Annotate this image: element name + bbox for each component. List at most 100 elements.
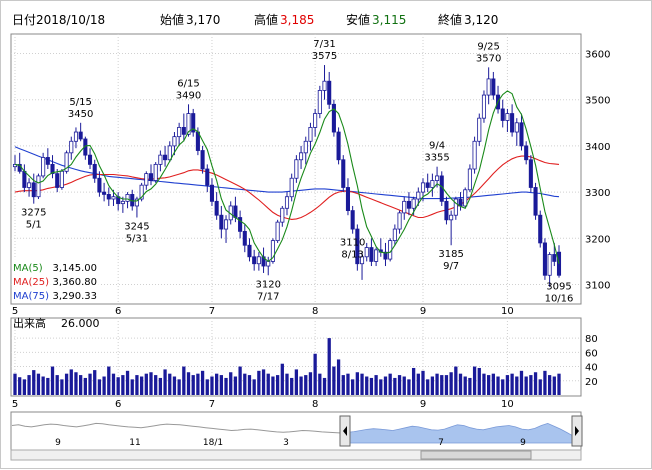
navigator-selected-area bbox=[347, 422, 581, 444]
volume-bar bbox=[533, 372, 538, 395]
volume-bar bbox=[229, 372, 233, 395]
month-tick-label: 6 bbox=[115, 399, 121, 410]
volume-bar bbox=[111, 373, 116, 395]
candle bbox=[364, 242, 369, 262]
candle-up-body bbox=[266, 261, 271, 267]
annotation-lower: 3570 bbox=[476, 53, 501, 64]
annotation-upper: 3120 bbox=[256, 279, 281, 290]
candle-up-body bbox=[111, 196, 116, 200]
navigator-tick-label: 18/1 bbox=[203, 438, 223, 448]
legend-value: 3,360.80 bbox=[52, 277, 97, 288]
candle bbox=[510, 104, 515, 137]
volume-bar bbox=[32, 370, 36, 395]
candle-down-body bbox=[106, 194, 111, 200]
navigator-tick-label: 9 bbox=[55, 438, 61, 448]
price-tick-label: 3200 bbox=[585, 234, 610, 245]
candle bbox=[524, 141, 529, 165]
candle bbox=[486, 67, 491, 105]
volume-bar bbox=[543, 370, 547, 395]
candle-up-body bbox=[27, 182, 32, 188]
candle bbox=[167, 141, 172, 163]
volume-bar bbox=[515, 376, 519, 395]
candle-up-body bbox=[364, 247, 369, 258]
volume-bar bbox=[238, 366, 242, 395]
legend-name: MA(75) bbox=[13, 291, 49, 302]
candle bbox=[397, 210, 402, 234]
volume-tick-label: 80 bbox=[585, 334, 598, 345]
candle-down-body bbox=[542, 242, 547, 276]
candle-up-body bbox=[402, 200, 407, 214]
annotation-upper: 9/25 bbox=[477, 41, 499, 52]
candle-up-body bbox=[547, 254, 552, 276]
candle bbox=[158, 150, 163, 172]
low-value: 3,115 bbox=[372, 13, 407, 27]
candlestick-series bbox=[12, 65, 562, 287]
navigator-right-handle[interactable] bbox=[571, 415, 583, 447]
candle bbox=[491, 71, 496, 100]
candle-down-body bbox=[247, 244, 252, 258]
candle-down-body bbox=[181, 127, 186, 135]
candle-up-body bbox=[463, 189, 468, 207]
candle-down-body bbox=[252, 256, 257, 265]
volume-bar bbox=[74, 372, 78, 395]
month-tick-label: 8 bbox=[312, 399, 318, 410]
candle bbox=[275, 219, 280, 243]
volume-bar bbox=[458, 373, 463, 395]
candle-down-body bbox=[444, 200, 449, 221]
chevron-left-icon bbox=[343, 426, 347, 436]
candle-down-body bbox=[406, 200, 411, 209]
navigator-left-handle[interactable] bbox=[339, 415, 351, 447]
candle bbox=[425, 173, 430, 193]
volume-bar bbox=[369, 377, 374, 395]
volume-bar bbox=[407, 379, 411, 395]
navigator-scrollbar[interactable] bbox=[10, 449, 582, 461]
volume-bar bbox=[280, 363, 284, 395]
candle bbox=[313, 108, 318, 137]
volume-bar bbox=[393, 377, 397, 395]
candle bbox=[463, 187, 468, 209]
candle bbox=[256, 252, 261, 271]
month-tick-label: 5 bbox=[12, 306, 18, 317]
volume-bar bbox=[435, 373, 439, 395]
candle bbox=[266, 256, 271, 276]
volume-bar bbox=[285, 373, 289, 395]
candle bbox=[477, 113, 482, 146]
candle bbox=[402, 196, 407, 220]
volume-bar bbox=[430, 376, 435, 395]
volume-bar bbox=[383, 376, 388, 395]
candle-up-body bbox=[313, 113, 318, 128]
annotation-upper: 3275 bbox=[21, 208, 46, 219]
candle bbox=[191, 108, 196, 137]
candle bbox=[163, 145, 168, 167]
candle-up-body bbox=[134, 198, 139, 207]
candle-up-body bbox=[322, 80, 327, 91]
volume-bar bbox=[191, 375, 195, 395]
volume-bar bbox=[168, 373, 172, 395]
legend-name: MA(5) bbox=[13, 263, 43, 274]
candle bbox=[528, 155, 533, 193]
volume-bar bbox=[463, 376, 467, 395]
candle-down-body bbox=[214, 200, 219, 216]
price-tick-label: 3500 bbox=[585, 96, 610, 107]
annotation-upper: 3110 bbox=[340, 238, 365, 249]
candle bbox=[294, 155, 299, 183]
chevron-right-icon bbox=[575, 426, 579, 436]
candle bbox=[27, 178, 32, 197]
volume-bar bbox=[210, 376, 214, 395]
candle bbox=[83, 136, 88, 160]
candle-up-body bbox=[472, 140, 477, 170]
volume-bar bbox=[247, 375, 252, 395]
candle bbox=[125, 192, 130, 209]
candle bbox=[289, 173, 294, 202]
scrollbar-track[interactable] bbox=[10, 449, 582, 461]
candle-up-body bbox=[223, 219, 229, 230]
volume-bar bbox=[299, 376, 303, 395]
candle bbox=[242, 224, 247, 253]
scrollbar-thumb[interactable] bbox=[420, 450, 532, 460]
volume-tick-label: 20 bbox=[585, 377, 598, 388]
candle-up-body bbox=[139, 184, 144, 200]
candle-down-body bbox=[78, 131, 83, 140]
candle bbox=[514, 118, 519, 146]
